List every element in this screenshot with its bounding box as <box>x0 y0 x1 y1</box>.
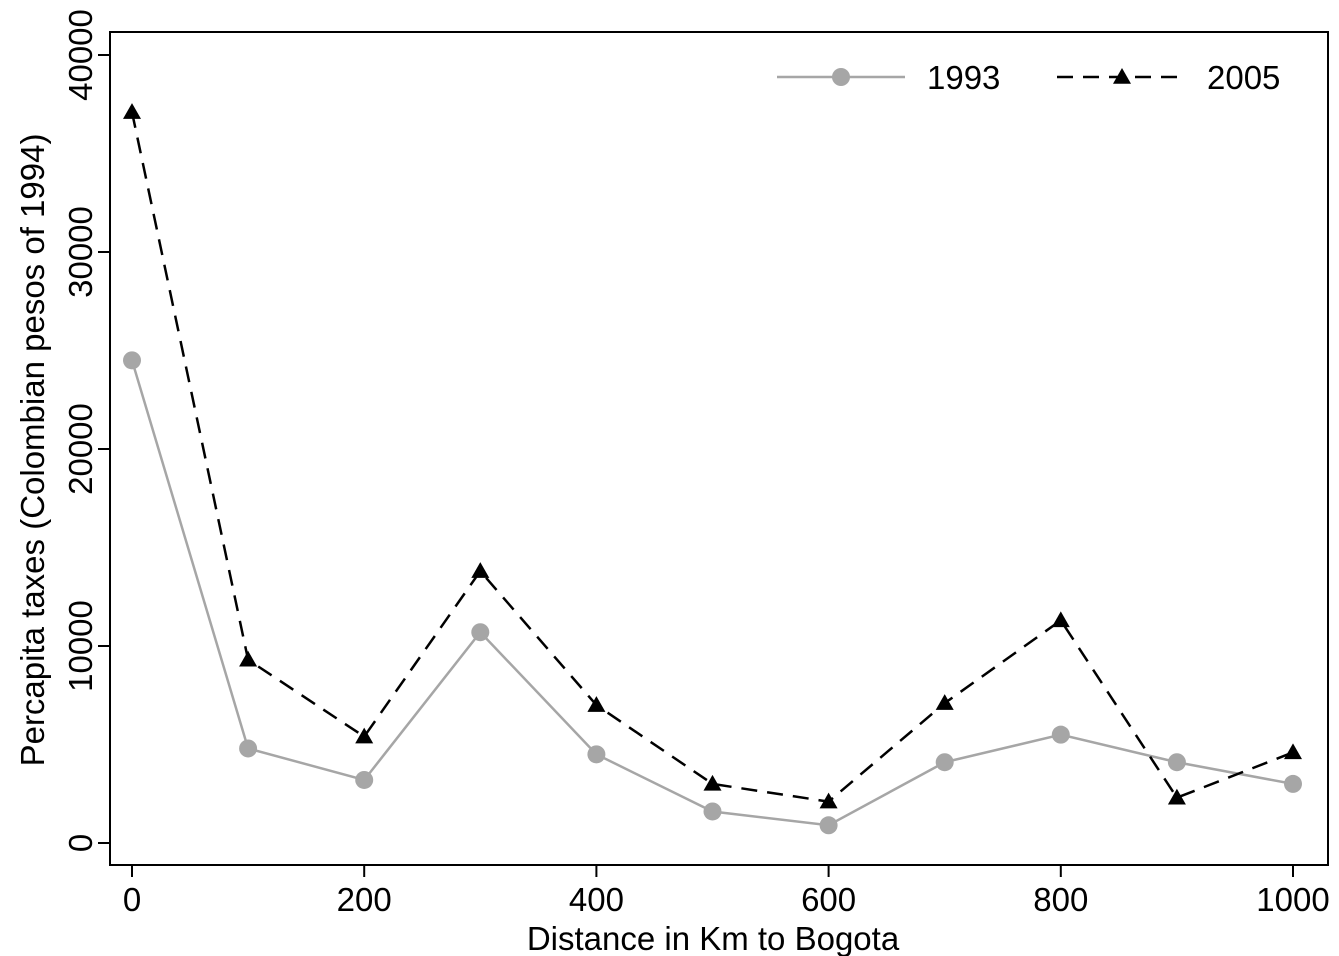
y-tick-label-3: 30000 <box>62 206 99 298</box>
data-point-2005-3 <box>471 562 490 578</box>
legend-item-1993: 1993 <box>777 59 1000 96</box>
data-point-1993-1 <box>239 739 258 758</box>
data-point-2005-9 <box>1167 788 1186 805</box>
legend-marker-2005 <box>1113 68 1131 84</box>
x-axis: 0 200 400 600 800 1000 <box>123 865 1330 918</box>
series-line-2005 <box>130 111 1294 803</box>
data-point-2005-6 <box>819 792 838 809</box>
x-tick-label-1: 200 <box>337 881 392 918</box>
data-point-2005-2 <box>355 727 374 744</box>
data-point-1993-5 <box>703 802 722 821</box>
x-axis-title: Distance in Km to Bogota <box>527 920 900 956</box>
y-axis: 0 10000 20000 30000 40000 <box>62 9 110 852</box>
data-point-2005-0 <box>123 103 141 119</box>
data-point-1993-9 <box>1167 753 1186 772</box>
data-point-2005-5 <box>703 774 722 791</box>
y-axis-title: Percapita taxes (Colombian pesos of 1994… <box>14 134 51 767</box>
x-tick-label-4: 800 <box>1033 881 1088 918</box>
data-point-1993-4 <box>587 745 606 764</box>
data-point-1993-3 <box>471 623 490 642</box>
data-point-2005-7 <box>935 694 954 710</box>
data-point-1993-7 <box>935 753 954 772</box>
series-1993 <box>123 351 1302 835</box>
data-point-2005-4 <box>587 696 606 712</box>
data-point-2005-8 <box>1051 611 1070 628</box>
legend-label-1993: 1993 <box>927 59 1000 96</box>
x-tick-label-5: 1000 <box>1256 881 1329 918</box>
y-tick-label-1: 10000 <box>62 600 99 692</box>
x-tick-label-0: 0 <box>123 881 141 918</box>
legend-marker-1993 <box>832 68 850 86</box>
x-tick-label-2: 400 <box>569 881 624 918</box>
series-line-1993 <box>130 359 1294 827</box>
data-point-2005-1 <box>239 650 258 667</box>
data-point-1993-2 <box>355 770 374 789</box>
series-2005 <box>123 103 1302 809</box>
data-point-1993-0 <box>123 351 141 370</box>
x-tick-label-3: 600 <box>801 881 856 918</box>
data-point-2005-10 <box>1284 743 1302 760</box>
legend-item-2005: 2005 <box>1057 59 1280 96</box>
plot-frame <box>109 31 1329 866</box>
series-layer <box>123 103 1302 835</box>
data-point-1993-10 <box>1284 774 1302 793</box>
data-point-1993-8 <box>1051 725 1070 744</box>
y-tick-label-2: 20000 <box>62 403 99 495</box>
y-tick-label-4: 40000 <box>62 9 99 101</box>
y-tick-label-0: 0 <box>62 834 99 852</box>
data-point-1993-6 <box>819 816 838 835</box>
legend: 1993 2005 <box>777 59 1280 96</box>
legend-label-2005: 2005 <box>1207 59 1280 96</box>
